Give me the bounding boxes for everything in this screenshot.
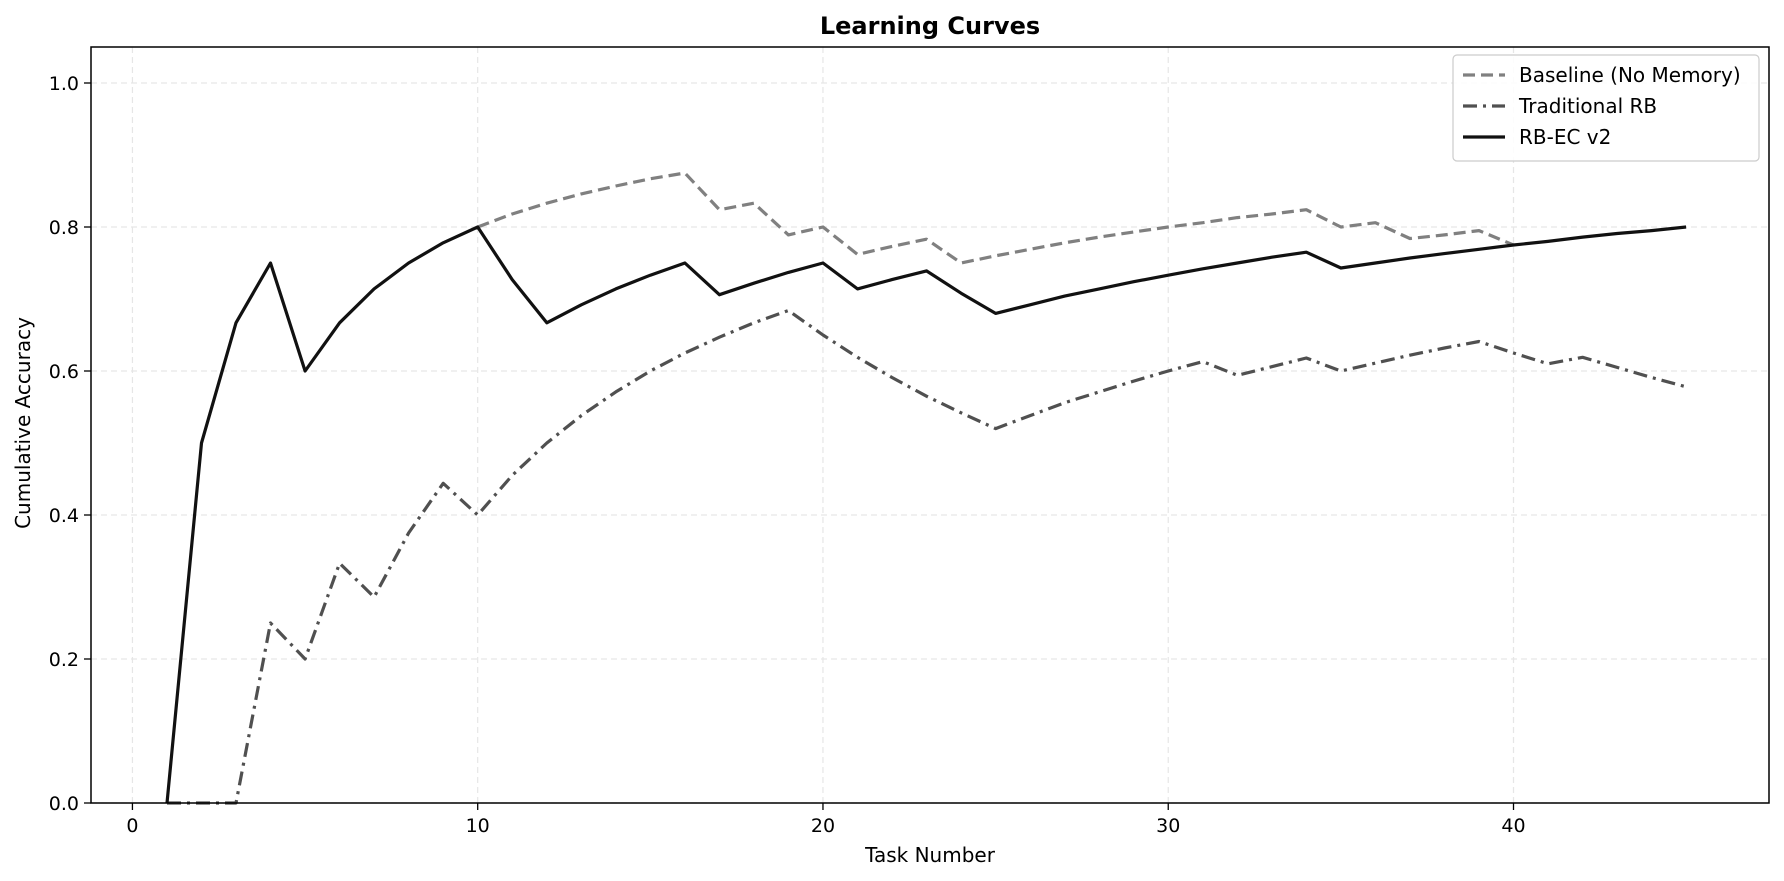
x-tick-label: 30 xyxy=(1156,815,1180,837)
series-lines xyxy=(165,171,1687,805)
chart-title: Learning Curves xyxy=(820,12,1040,40)
x-tick-label: 0 xyxy=(126,815,138,837)
legend-label-rb-ec-v2: RB-EC v2 xyxy=(1519,125,1611,149)
grid xyxy=(91,47,1769,804)
series-line-traditional-rb xyxy=(167,308,1687,805)
y-tick-label: 0.6 xyxy=(49,361,79,383)
axis-ticks: 0 10 20 30 40 0.0 0.2 0.4 0.6 0.8 1.0 xyxy=(49,73,1526,837)
series-line-rb-ec-v2 xyxy=(165,225,1687,804)
y-tick-label: 0.2 xyxy=(49,649,79,671)
x-tick-label: 40 xyxy=(1501,815,1525,837)
series-line-baseline-no-memory xyxy=(477,171,1515,265)
x-axis-label: Task Number xyxy=(864,843,996,867)
y-tick-label: 0.4 xyxy=(49,505,79,527)
legend-box xyxy=(1452,54,1760,162)
legend: Baseline (No Memory) Traditional RB RB-EC … xyxy=(1452,54,1760,162)
y-axis-label: Cumulative Accuracy xyxy=(11,317,35,529)
y-tick-label: 1.0 xyxy=(49,73,79,95)
y-tick-label: 0.8 xyxy=(49,217,79,239)
legend-label-baseline-no-memory: Baseline (No Memory) xyxy=(1519,63,1741,87)
x-tick-label: 10 xyxy=(466,815,490,837)
legend-label-traditional-rb: Traditional RB xyxy=(1518,94,1657,118)
y-tick-label: 0.0 xyxy=(49,793,79,815)
x-tick-label: 20 xyxy=(811,815,835,837)
plot-frame xyxy=(90,46,1770,804)
